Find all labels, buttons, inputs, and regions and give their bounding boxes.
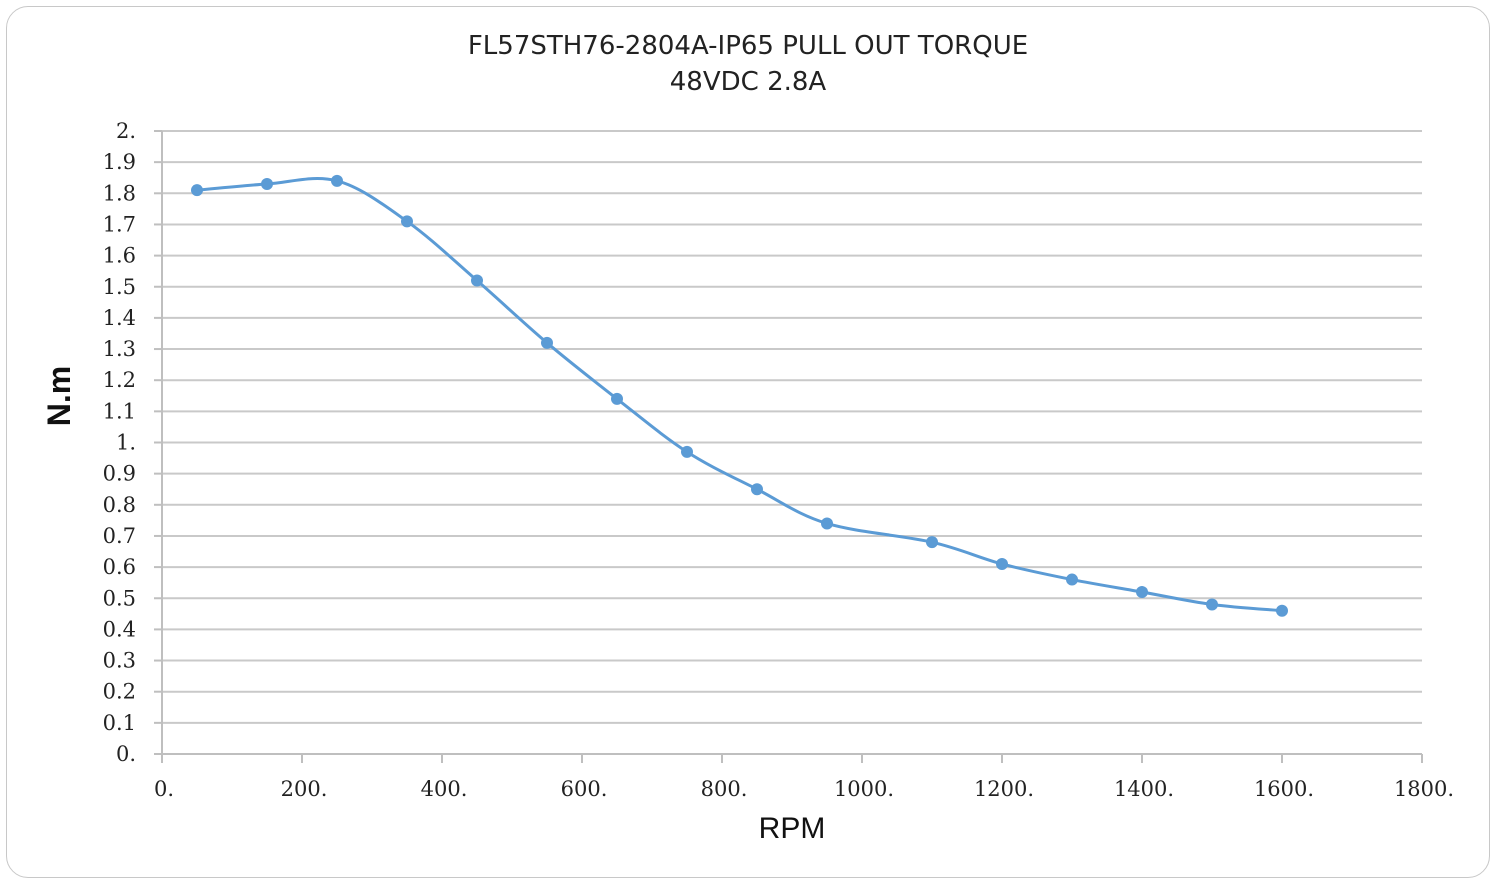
y-tick-label: 1.9 <box>103 150 136 174</box>
data-point <box>471 274 483 287</box>
data-point <box>1066 573 1078 586</box>
x-tick-label: 200. <box>281 777 328 801</box>
y-tick-label: 0. <box>116 742 136 766</box>
axes <box>154 130 1423 763</box>
y-tick-label: 1.6 <box>103 244 136 268</box>
y-tick-label: 0.8 <box>103 493 136 517</box>
y-axis-label: N.m <box>41 366 77 426</box>
x-tick-label: 1800. <box>1394 777 1454 801</box>
y-tick-label: 0.5 <box>103 586 136 610</box>
chart-subtitle: 48VDC 2.8A <box>670 67 827 97</box>
data-point <box>331 174 343 187</box>
y-tick-label: 1.8 <box>103 181 136 205</box>
data-point <box>191 184 203 197</box>
y-tick-label: 1.1 <box>103 399 136 423</box>
y-tick-label: 0.2 <box>103 680 136 704</box>
x-tick-label: 1200. <box>974 777 1034 801</box>
y-tick-label: 1.7 <box>103 212 136 236</box>
data-point <box>821 517 833 530</box>
x-tick-label: 600. <box>561 777 608 801</box>
data-point <box>261 177 273 190</box>
data-point <box>541 336 553 349</box>
torque-series-line <box>196 177 1283 613</box>
y-tick-label: 0.6 <box>103 555 136 579</box>
y-tick-label: 0.9 <box>103 462 136 486</box>
data-point <box>751 483 763 496</box>
data-point <box>996 557 1008 570</box>
grid-lines <box>162 130 1422 724</box>
x-tick-label: 1000. <box>834 777 894 801</box>
data-point <box>926 536 938 549</box>
data-point <box>611 392 623 405</box>
x-tick-label: 400. <box>421 777 468 801</box>
data-point <box>1136 586 1148 599</box>
y-tick-labels: 0. 0.1 0.2 0.3 0.4 0.5 0.6 0.7 0.8 0.9 1. 1.1 1.2 1.3… <box>103 119 136 766</box>
y-tick-label: 1.4 <box>103 306 136 330</box>
data-point <box>681 445 693 458</box>
y-tick-label: 0.1 <box>103 711 136 735</box>
x-tick-labels: 0. 200. 400. 600. 800. 1000. 1200. 1400. 1600. 18… <box>154 777 1454 801</box>
data-point <box>1206 598 1218 611</box>
x-tick-label: 1400. <box>1114 777 1174 801</box>
y-tick-label: 0.7 <box>103 524 136 548</box>
data-point <box>1276 604 1288 617</box>
y-tick-label: 0.4 <box>103 617 136 641</box>
torque-series-points <box>191 174 1288 617</box>
y-tick-label: 1.5 <box>103 275 136 299</box>
y-tick-label: 2. <box>116 119 136 143</box>
y-tick-label: 1. <box>116 431 136 455</box>
x-tick-label: 0. <box>154 777 174 801</box>
x-tick-label: 1600. <box>1254 777 1314 801</box>
x-axis-label: RPM <box>759 812 826 845</box>
y-tick-label: 1.3 <box>103 337 136 361</box>
y-tick-label: 0.3 <box>103 649 136 673</box>
y-tick-label: 1.2 <box>103 368 136 392</box>
x-tick-label: 800. <box>701 777 748 801</box>
chart-title: FL57STH76-2804A-IP65 PULL OUT TORQUE <box>468 31 1028 61</box>
data-point <box>401 215 413 228</box>
